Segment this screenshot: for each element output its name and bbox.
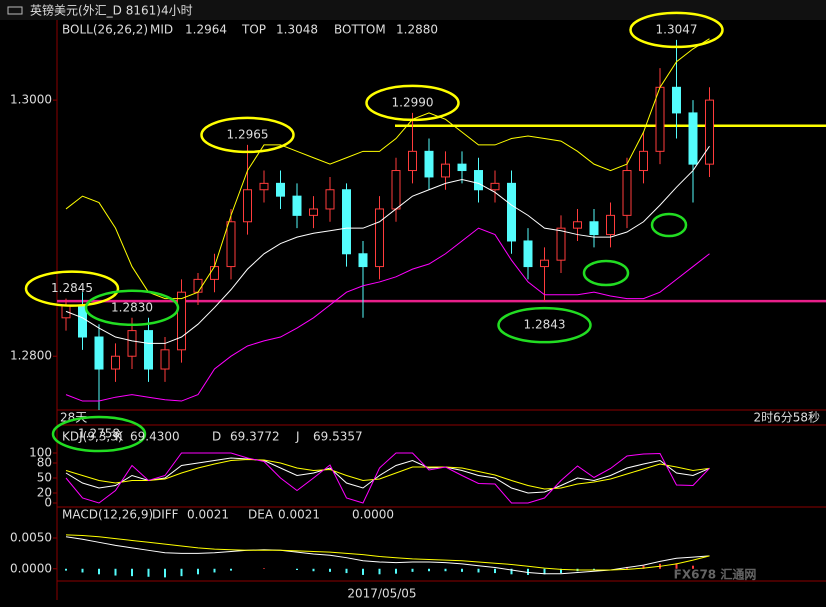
annotation-label: 1.2843 [524,318,566,332]
candle-body [688,112,698,165]
annotation-label: 1.2965 [227,127,269,141]
indicator-name: BOLL(26,26,2) [62,23,148,37]
annotation-label: 1.2845 [51,281,93,295]
candle-body [243,189,252,223]
indicator-line [65,227,710,402]
readout-value: 1.2880 [396,23,438,37]
indicator-line [65,145,710,344]
candle-body [540,259,549,268]
candle-body [160,349,170,370]
y-tick-label: 1.2800 [10,349,52,363]
y-tick-label: 100 [29,446,52,460]
candle-body [177,291,186,351]
candle-body [639,150,648,172]
window-icon[interactable] [7,6,23,15]
indicator-line [65,457,710,494]
candle-body [424,150,434,178]
annotation-ring [497,306,592,344]
indicator-name: KDJ(9,3,3) [62,430,123,444]
window-title: 英镑美元(外汇_D 8161)4小时 [30,3,193,18]
highlight-ring [650,212,688,238]
candle-body [507,182,516,242]
countdown-right: 2时6分58秒 [753,411,820,425]
candle-body [342,189,351,255]
candle-body [210,266,219,280]
candle-body [111,355,120,370]
candle-body [127,330,137,357]
y-tick-label: 20 [37,486,52,500]
candle-body [441,163,450,178]
candle-body [276,182,285,197]
candle-body [655,86,665,152]
readout-name: D [212,430,221,444]
candle-body [408,150,417,172]
candle-body [573,221,582,229]
readout-name: J [295,430,300,444]
highlight-ring [582,259,630,287]
y-tick-label: 0.0000 [10,561,52,575]
readout-name: DIFF [152,508,179,522]
indicator-line [65,536,710,575]
readout-value: 0.0021 [278,508,320,522]
candle-body [292,195,302,216]
annotation-label: 1.2990 [392,95,434,109]
y-tick-label: 80 [37,456,52,470]
indicator-line [65,458,710,490]
indicator-name: MACD(12,26,9) [62,508,153,522]
readout-value: 69.4300 [130,430,180,444]
annotation-ring [24,270,120,307]
readout-name: BOTTOM [334,23,386,37]
annotation-ring [84,289,180,327]
y-tick-label: 1.3000 [10,93,52,107]
readout-name: MID [150,23,173,37]
candle-body [144,330,153,370]
y-tick-label: 0 [44,496,52,510]
candle-body [358,253,368,268]
readout-value: 1.3048 [276,23,318,37]
indicator-line [65,534,710,571]
candle-body [375,208,384,268]
readout-value: 0.0000 [352,508,394,522]
candle-body [457,163,467,172]
title-bar [0,0,826,20]
readout-name: K [115,430,124,444]
readout-name: DEA [248,508,274,522]
candle-body [490,182,500,191]
x-axis-date: 2017/05/05 [347,587,416,601]
candle-body [309,208,318,216]
annotation-label: 1.2830 [111,300,153,314]
candle-body [226,221,236,268]
indicator-line [65,452,710,504]
annotation-label: 1.2758 [78,427,120,441]
annotation-ring [51,415,147,453]
candle-body [589,221,599,236]
annotation-label: 1.3047 [656,22,698,36]
candle-body [523,240,533,268]
annotation-ring [365,84,460,122]
candle-body [474,170,483,191]
candle-body [259,182,269,191]
candle-body [325,189,335,210]
candle-body [672,86,681,114]
candle-body [391,170,401,210]
readout-value: 69.3772 [230,430,280,444]
candle-body [94,336,104,370]
readout-value: 0.0021 [187,508,229,522]
candle-body [193,278,203,293]
annotation-ring [629,11,724,49]
readout-name: TOP [241,23,266,37]
candle-body [622,170,632,216]
readout-value: 1.2964 [185,23,227,37]
annotation-ring [200,116,295,154]
indicator-line [65,38,710,300]
candle-body [705,99,714,165]
watermark: FX678 汇通网 [674,567,757,582]
candle-body [556,227,566,261]
y-tick-label: 50 [37,471,52,485]
readout-value: 69.5357 [313,430,363,444]
y-tick-label: 0.0050 [10,531,52,545]
candle-body [606,214,615,236]
